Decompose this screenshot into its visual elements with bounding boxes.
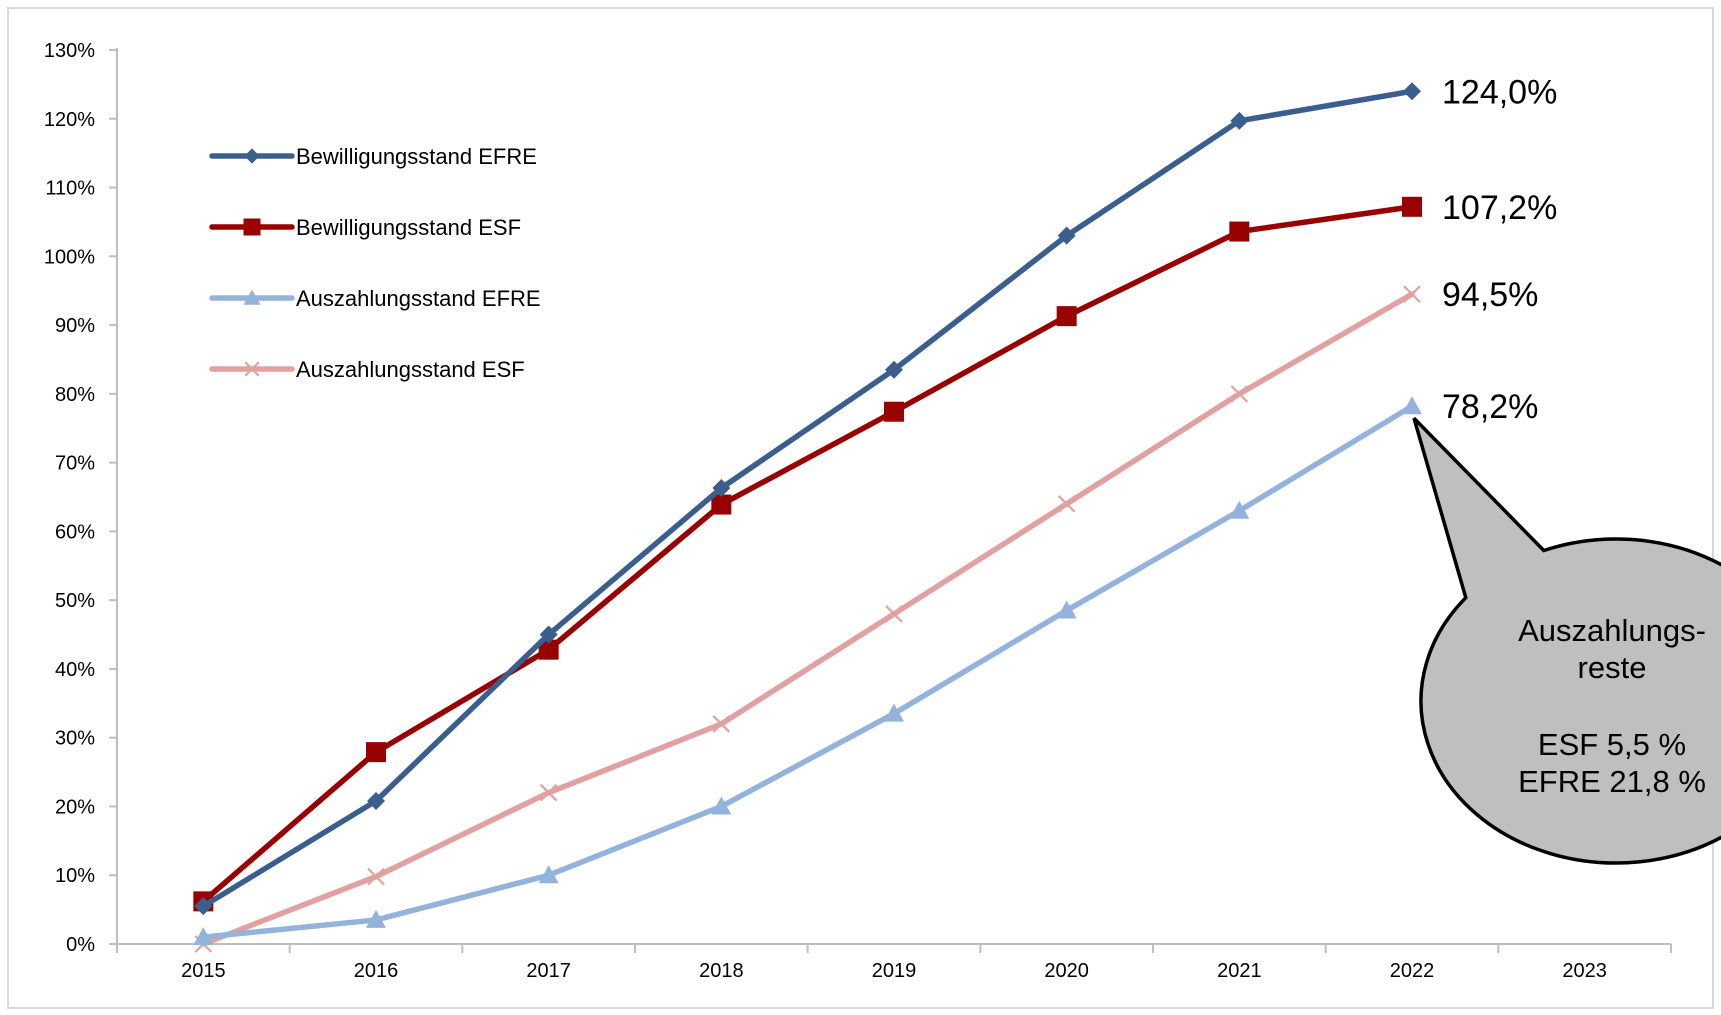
legend-marker	[244, 148, 260, 164]
y-tick-label: 110%	[45, 178, 95, 200]
y-tick-label: 120%	[44, 109, 95, 131]
data-point	[193, 927, 214, 946]
data-point	[712, 479, 731, 498]
series-line	[200, 88, 1415, 909]
x-tick-label: 2018	[699, 960, 744, 982]
data-point	[366, 909, 386, 928]
data-point	[1229, 221, 1250, 242]
x-tick-label: 2016	[354, 960, 399, 982]
y-tick-label: 60%	[55, 521, 95, 543]
data-point	[1057, 226, 1076, 245]
series-line	[200, 291, 1415, 947]
y-tick-label: 80%	[55, 384, 95, 406]
data-point	[539, 783, 558, 802]
legend-label: Bewilligungsstand ESF	[296, 215, 521, 240]
x-tick-label: 2020	[1044, 960, 1089, 982]
data-point	[539, 625, 558, 644]
y-tick-label: 0%	[66, 934, 95, 956]
data-point	[366, 742, 386, 763]
data-point	[1229, 500, 1250, 519]
data-point	[194, 897, 213, 916]
data-point	[367, 791, 385, 810]
y-tick-label: 10%	[55, 865, 95, 887]
x-tick-label: 2022	[1390, 960, 1435, 982]
legend-marker	[243, 218, 261, 236]
callout-line: Auszahlungs-	[1518, 613, 1706, 648]
callout-bubble	[1412, 416, 1721, 865]
x-tick-label: 2023	[1562, 960, 1607, 982]
data-point	[1057, 495, 1076, 513]
x-tick-label: 2017	[526, 960, 571, 982]
data-point	[711, 494, 732, 515]
legend-label: Auszahlungsstand EFRE	[296, 286, 541, 311]
data-point	[1402, 396, 1422, 415]
legend-label: Bewilligungsstand EFRE	[296, 144, 537, 169]
data-point	[1056, 600, 1077, 619]
end-data-label: 78,2%	[1442, 388, 1538, 426]
series-line	[200, 403, 1415, 940]
data-point	[712, 715, 731, 733]
end-data-label: 107,2%	[1442, 189, 1557, 227]
data-point	[1230, 111, 1249, 130]
x-tick-label: 2015	[181, 960, 226, 982]
legend-marker	[243, 289, 261, 305]
chart-frame	[7, 7, 1714, 1009]
data-point	[1402, 196, 1422, 217]
data-point	[538, 865, 559, 884]
end-data-label: 94,5%	[1442, 276, 1538, 314]
callout-line: EFRE 21,8 %	[1518, 764, 1706, 799]
callout-line: ESF 5,5 %	[1538, 727, 1686, 762]
y-tick-label: 50%	[55, 590, 95, 612]
data-point	[1056, 306, 1077, 327]
y-tick-label: 20%	[55, 796, 95, 818]
data-point	[1230, 385, 1249, 403]
data-point	[884, 703, 904, 722]
y-tick-label: 100%	[44, 246, 95, 268]
legend-marker	[244, 361, 260, 377]
y-tick-label: 40%	[55, 659, 95, 681]
data-point	[885, 360, 903, 379]
data-point	[884, 401, 904, 422]
x-tick-label: 2019	[872, 960, 917, 982]
y-tick-label: 30%	[55, 728, 95, 750]
data-point	[1403, 285, 1421, 303]
data-point	[885, 605, 903, 623]
series-line	[200, 204, 1415, 905]
data-point	[367, 867, 385, 886]
end-data-label: 124,0%	[1442, 73, 1557, 111]
data-point	[538, 639, 559, 660]
y-tick-label: 90%	[55, 315, 95, 337]
data-point	[1403, 82, 1421, 101]
x-tick-label: 2021	[1217, 960, 1262, 982]
y-tick-label: 70%	[55, 453, 95, 475]
y-tick-label: 130%	[44, 40, 95, 62]
data-point	[711, 796, 732, 815]
callout-line: reste	[1578, 650, 1647, 685]
legend-label: Auszahlungsstand ESF	[296, 357, 525, 382]
